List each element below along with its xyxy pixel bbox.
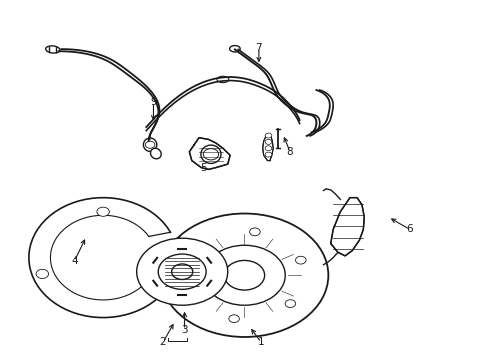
Text: 3: 3 — [181, 325, 187, 335]
Circle shape — [97, 207, 109, 216]
Polygon shape — [262, 134, 273, 161]
Text: 9: 9 — [150, 98, 157, 107]
Circle shape — [264, 146, 271, 151]
Ellipse shape — [143, 138, 157, 152]
Circle shape — [285, 300, 295, 307]
Circle shape — [264, 152, 271, 157]
Circle shape — [183, 287, 193, 294]
Text: 1: 1 — [258, 337, 264, 347]
Circle shape — [264, 139, 271, 144]
Ellipse shape — [201, 145, 221, 163]
Text: 2: 2 — [160, 337, 166, 347]
Circle shape — [203, 245, 285, 305]
Circle shape — [193, 243, 203, 251]
Circle shape — [228, 315, 239, 323]
Circle shape — [160, 213, 327, 337]
Circle shape — [224, 260, 264, 290]
Text: 6: 6 — [406, 224, 412, 234]
Text: 4: 4 — [71, 256, 78, 266]
Ellipse shape — [45, 46, 60, 53]
Circle shape — [136, 238, 227, 305]
Circle shape — [171, 264, 192, 279]
Circle shape — [249, 228, 260, 236]
Circle shape — [145, 141, 155, 148]
Ellipse shape — [150, 148, 161, 159]
Text: 8: 8 — [286, 147, 293, 157]
Circle shape — [158, 254, 206, 289]
Circle shape — [295, 256, 305, 264]
Circle shape — [36, 269, 48, 279]
Polygon shape — [189, 138, 230, 170]
Text: 7: 7 — [255, 43, 262, 53]
Polygon shape — [330, 198, 364, 256]
Circle shape — [144, 283, 157, 292]
Circle shape — [264, 133, 271, 138]
Circle shape — [203, 149, 218, 160]
Text: 5: 5 — [200, 163, 206, 173]
